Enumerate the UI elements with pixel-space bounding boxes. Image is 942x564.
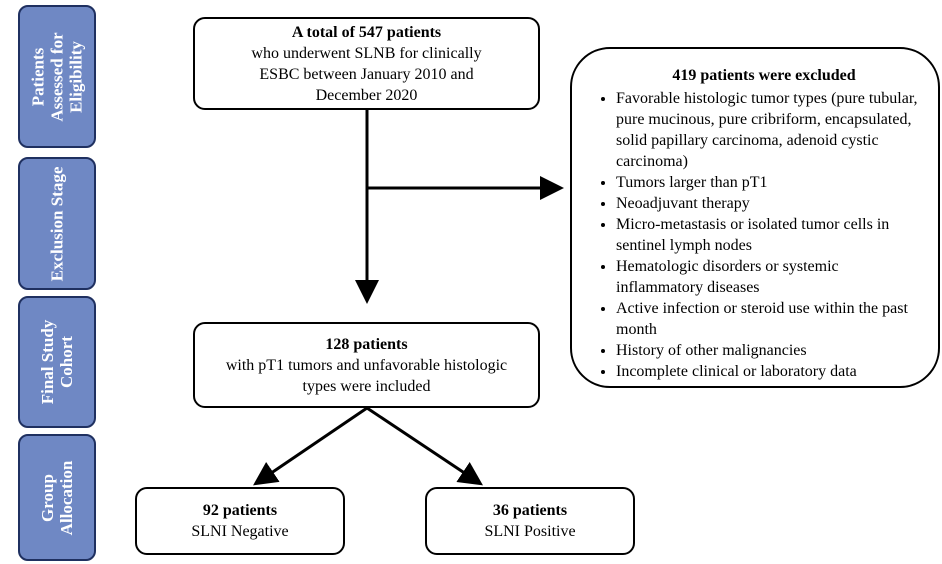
- stage: Final Study Cohort: [18, 296, 96, 428]
- negative-box: 92 patients SLNI Negative: [135, 487, 345, 555]
- stage: Group Allocation: [18, 434, 96, 561]
- box-body: with pT1 tumors and unfavorable histolog…: [225, 356, 508, 395]
- box-title: 128 patients: [325, 335, 408, 353]
- stage-label: Final Study Cohort: [38, 319, 76, 405]
- stage: Exclusion Stage: [18, 157, 96, 290]
- box-title: A total of 547 patients: [291, 23, 442, 41]
- stage-label: Group Allocation: [38, 460, 76, 535]
- box-title: 36 patients: [492, 502, 568, 519]
- stage-label: Patients Assessed for Eligibility: [28, 31, 86, 122]
- exclusion-item: History of other malignancies: [616, 340, 926, 361]
- excluded-box: 419 patients were excluded Favorable his…: [570, 47, 940, 388]
- positive-box: 36 patients SLNI Positive: [425, 487, 635, 555]
- cohort-box: 128 patients with pT1 tumors and unfavor…: [193, 322, 540, 408]
- box-title: 92 patients: [202, 502, 278, 519]
- exclusion-item: Incomplete clinical or laboratory data: [616, 361, 926, 382]
- exclusion-item: Active infection or steroid use within t…: [616, 298, 926, 340]
- box-body: SLNI Positive: [484, 523, 576, 540]
- start-box: A total of 547 patients who underwent SL…: [193, 17, 540, 110]
- exclusion-item: Tumors larger than pT1: [616, 172, 926, 193]
- exclusion-item: Hematologic disorders or systemic inflam…: [616, 256, 926, 298]
- arrow: [366, 406, 483, 486]
- box-body: who underwent SLNB for clinically ESBC b…: [251, 44, 482, 104]
- exclusion-item: Neoadjuvant therapy: [616, 193, 926, 214]
- box-title: 419 patients were excluded: [672, 67, 856, 84]
- exclusion-item: Micro-metastasis or isolated tumor cells…: [616, 214, 926, 256]
- stage: Patients Assessed for Eligibility: [18, 5, 96, 148]
- arrow: [253, 406, 368, 486]
- exclusion-list: Favorable histologic tumor types (pure t…: [602, 88, 926, 382]
- exclusion-item: Favorable histologic tumor types (pure t…: [616, 88, 926, 172]
- box-body: SLNI Negative: [191, 523, 289, 540]
- stage-label: Exclusion Stage: [47, 166, 67, 281]
